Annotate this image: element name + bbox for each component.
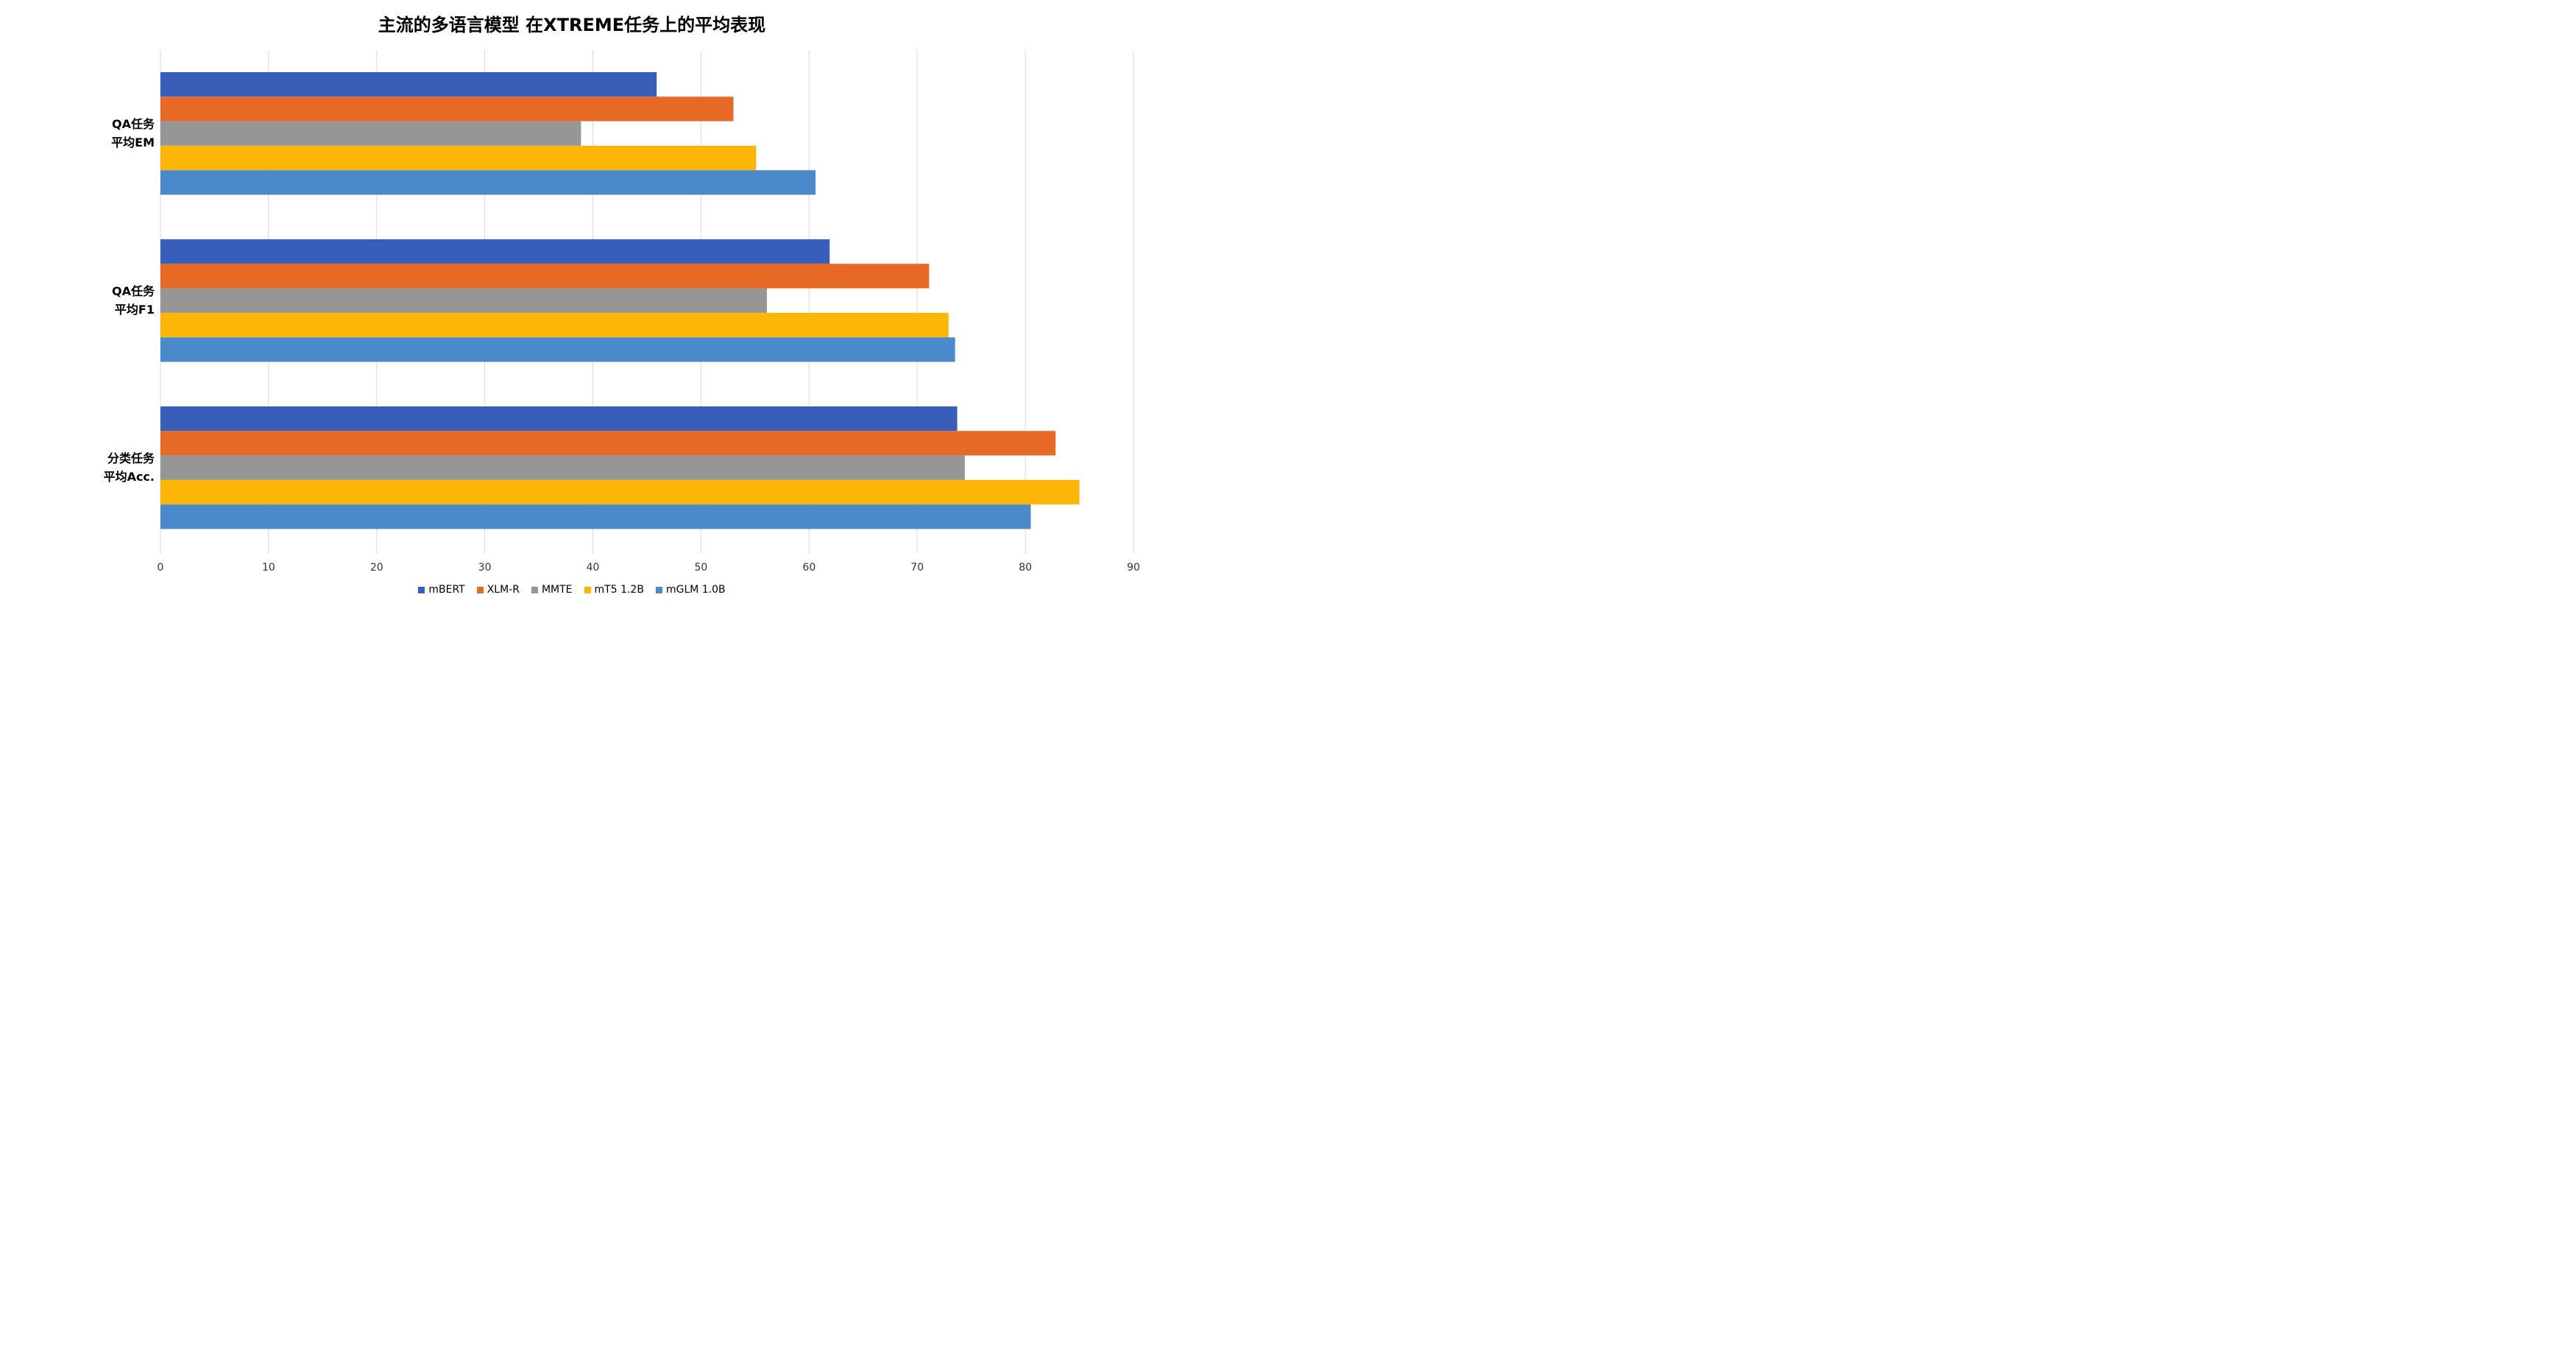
x-tick-label: 30 — [478, 562, 492, 574]
chart-title: 主流的多语言模型 在XTREME任务上的平均表现 — [378, 15, 766, 35]
legend-item: MMTE — [531, 584, 573, 596]
category-label-line: QA任务 — [112, 284, 155, 299]
legend-item: mBERT — [418, 584, 465, 596]
legend-label: mT5 1.2B — [594, 584, 644, 596]
legend: mBERT XLM-R MMTE mT5 1.2B mGLM 1.0B — [0, 584, 1144, 596]
legend-swatch — [418, 586, 425, 593]
legend-swatch — [476, 586, 484, 593]
bar-mbert-2 — [160, 406, 958, 431]
x-tick-label: 50 — [695, 562, 708, 574]
legend-label: XLM-R — [486, 584, 520, 596]
bar-mglm-1-0b-2 — [160, 504, 1031, 529]
bar-mmte-1 — [160, 288, 768, 313]
category-label-line: 分类任务 — [107, 451, 155, 466]
category-label: QA任务平均F1 — [15, 282, 155, 319]
category-label-line: QA任务 — [112, 117, 155, 132]
bar-chart: 0 10 20 30 40 50 60 70 80 90 — [158, 50, 1140, 574]
x-tick-label: 90 — [1127, 562, 1140, 574]
category-label-line: 平均Acc. — [103, 470, 155, 484]
bar-mglm-1-0b-1 — [160, 337, 955, 362]
legend-swatch — [531, 586, 538, 593]
category-label-line: 平均F1 — [114, 303, 155, 317]
category-label: 分类任务平均Acc. — [15, 449, 155, 486]
bar-xlm-r-0 — [160, 96, 734, 121]
legend-item: XLM-R — [476, 584, 520, 596]
x-tick-label: 70 — [910, 562, 924, 574]
x-tick-label: 20 — [370, 562, 383, 574]
legend-item: mT5 1.2B — [584, 584, 644, 596]
bar-mbert-1 — [160, 239, 830, 264]
legend-swatch — [584, 586, 591, 593]
bar-mt5-1-2b-2 — [160, 479, 1080, 505]
bar-mt5-1-2b-1 — [160, 312, 949, 338]
legend-label: mBERT — [428, 584, 465, 596]
bar-xlm-r-1 — [160, 264, 930, 289]
x-tick-label: 40 — [587, 562, 600, 574]
category-label-line: 平均EM — [111, 135, 155, 150]
bar-mt5-1-2b-0 — [160, 145, 757, 171]
bar-mbert-0 — [160, 72, 657, 97]
bar-mglm-1-0b-0 — [160, 170, 816, 195]
bar-mmte-0 — [160, 121, 581, 146]
category-label: QA任务平均EM — [15, 115, 155, 152]
bars — [160, 72, 1080, 529]
legend-item: mGLM 1.0B — [655, 584, 726, 596]
x-tick-label: 10 — [262, 562, 275, 574]
bar-mmte-2 — [160, 455, 965, 480]
x-tick-label: 60 — [802, 562, 815, 574]
legend-swatch — [655, 586, 662, 593]
x-tick-label: 0 — [158, 562, 164, 574]
x-axis-ticks: 0 10 20 30 40 50 60 70 80 90 — [158, 562, 1140, 574]
legend-label: MMTE — [541, 584, 573, 596]
legend-label: mGLM 1.0B — [665, 584, 726, 596]
x-tick-label: 80 — [1019, 562, 1032, 574]
bar-xlm-r-2 — [160, 431, 1056, 456]
